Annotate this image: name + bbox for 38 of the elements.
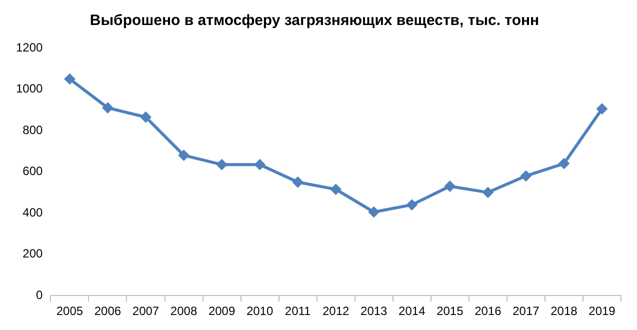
point [596, 103, 608, 114]
point [64, 73, 76, 84]
x-tick-label: 2007 [132, 304, 160, 318]
point [102, 102, 114, 114]
x-tick-label: 2015 [436, 304, 464, 318]
chart-title: Выброшено в атмосферу загрязняющих веществ, тыс. тонн [90, 12, 540, 30]
x-tick-label: 2011 [284, 304, 312, 318]
x-tick-label: 2014 [398, 304, 426, 318]
point [140, 112, 152, 123]
point [330, 184, 342, 195]
point [482, 186, 494, 198]
x-tick-label: 2017 [512, 304, 540, 318]
point [292, 176, 304, 188]
point [406, 199, 418, 210]
point [444, 180, 456, 192]
x-tick-label: 2009 [208, 304, 236, 318]
y-tick-label: 400 [22, 205, 44, 220]
point [178, 150, 190, 161]
x-tick-label: 2012 [322, 304, 350, 318]
y-tick-label: 600 [22, 164, 44, 178]
point [368, 206, 380, 218]
y-tick-label: 1000 [16, 82, 44, 96]
x-tick-label: 2005 [56, 304, 84, 318]
y-tick-label: 800 [22, 122, 44, 137]
point [254, 159, 266, 170]
x-tick-label: 2019 [588, 304, 616, 318]
x-tick-label: 2018 [550, 304, 578, 318]
x-tick-label: 2010 [246, 304, 274, 318]
y-tick-label: 1200 [16, 40, 44, 54]
x-tick-label: 2016 [474, 304, 502, 318]
point [558, 158, 570, 170]
y-tick-label: 200 [22, 246, 44, 261]
point [520, 170, 532, 182]
x-tick-label: 2006 [94, 304, 122, 318]
y-tick-label: 0 [36, 288, 44, 302]
point [216, 159, 228, 170]
x-tick-label: 2013 [360, 304, 388, 318]
x-tick-label: 2008 [170, 304, 198, 318]
